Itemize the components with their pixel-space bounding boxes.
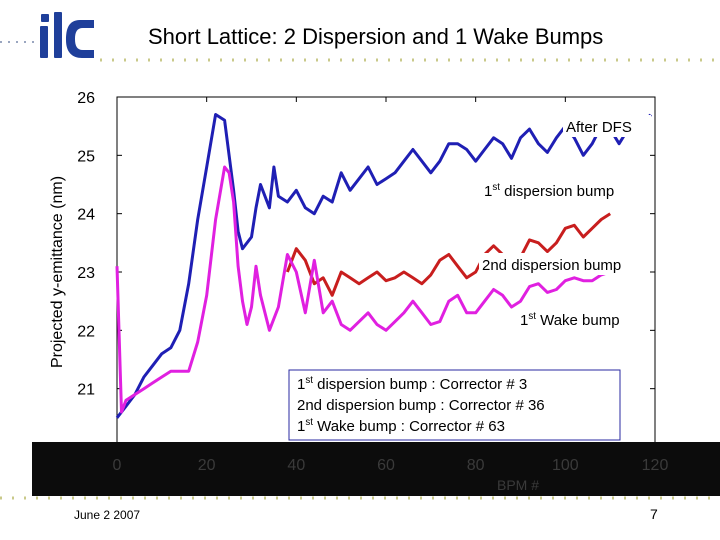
annotation-first-dispersion-bump: 1st dispersion bump <box>484 182 614 200</box>
legend-entry-second-dispersion-bump: 2nd dispersion bump : Corrector # 36 <box>297 397 545 414</box>
y-tick-label: 26 <box>77 90 95 107</box>
y-tick-label: 22 <box>77 323 95 340</box>
x-tick-label: 60 <box>377 457 395 474</box>
legend-entry-first-wake-bump: 1st Wake bump : Corrector # 63 <box>297 417 505 435</box>
annotation-background <box>479 253 649 275</box>
x-tick-label: 40 <box>287 457 305 474</box>
annotation-second-dispersion-bump: 2nd dispersion bump <box>482 257 621 274</box>
y-tick-label: 25 <box>77 148 95 165</box>
x-tick-label: 80 <box>467 457 485 474</box>
annotation-first-wake-bump: 1st Wake bump <box>520 311 620 329</box>
x-tick-label: 120 <box>642 457 669 474</box>
x-tick-label: 100 <box>552 457 579 474</box>
first-dispersion-bump-line <box>285 212 612 297</box>
annotation-background <box>517 308 639 330</box>
x-tick-label: 0 <box>113 457 122 474</box>
dark-overlay-band <box>32 442 720 496</box>
x-axis-label: BPM # <box>497 477 539 493</box>
first-wake-bump-line <box>115 165 611 414</box>
ilc-logo <box>40 12 94 58</box>
x-tick-label: 20 <box>198 457 216 474</box>
annotation-background <box>563 115 651 137</box>
annotation-background <box>481 179 641 201</box>
after-dfs-line <box>115 113 652 419</box>
slide-title: Short Lattice: 2 Dispersion and 1 Wake B… <box>148 24 604 49</box>
top-left-dotted-rule <box>0 41 40 43</box>
y-tick-label: 21 <box>77 382 95 399</box>
y-axis-label: Projected y-emittance (nm) <box>49 176 66 368</box>
slide-date: June 2 2007 <box>74 508 141 522</box>
y-tick-label: 24 <box>77 207 95 224</box>
annotation-after-dfs: After DFS <box>566 119 632 136</box>
bottom-dotted-rule <box>0 496 720 500</box>
top-dotted-rule <box>100 58 720 62</box>
y-tick-label: 23 <box>77 265 95 282</box>
slide-page-number: 7 <box>650 506 658 522</box>
corrector-legend-box <box>288 369 621 441</box>
legend-entry-first-dispersion-bump: 1st dispersion bump : Corrector # 3 <box>297 375 527 393</box>
